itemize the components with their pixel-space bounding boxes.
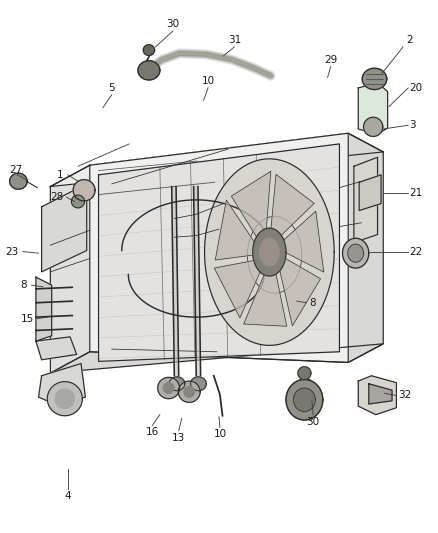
Polygon shape: [358, 83, 388, 134]
Polygon shape: [244, 270, 287, 326]
Text: 31: 31: [228, 35, 241, 45]
Polygon shape: [191, 377, 206, 391]
Polygon shape: [286, 379, 323, 420]
Text: 3: 3: [410, 120, 416, 130]
Text: 29: 29: [324, 55, 337, 65]
Text: 22: 22: [410, 247, 423, 256]
Polygon shape: [55, 389, 74, 408]
Polygon shape: [163, 383, 174, 393]
Text: 5: 5: [108, 83, 115, 93]
Polygon shape: [362, 68, 387, 90]
Polygon shape: [47, 382, 82, 416]
Text: 28: 28: [50, 192, 64, 202]
Polygon shape: [359, 175, 381, 211]
Text: 30: 30: [166, 19, 180, 29]
Polygon shape: [73, 180, 95, 201]
Polygon shape: [158, 377, 180, 399]
Text: 10: 10: [213, 429, 226, 439]
Text: 2: 2: [406, 35, 413, 45]
Text: 27: 27: [10, 165, 23, 175]
Polygon shape: [143, 45, 155, 55]
Polygon shape: [364, 117, 383, 136]
Polygon shape: [348, 244, 364, 262]
Polygon shape: [354, 157, 378, 243]
Polygon shape: [205, 159, 334, 345]
Polygon shape: [369, 384, 392, 404]
Polygon shape: [169, 377, 185, 391]
Text: 21: 21: [410, 188, 423, 198]
Text: 15: 15: [21, 314, 34, 324]
Polygon shape: [10, 173, 27, 189]
Polygon shape: [36, 277, 52, 341]
Polygon shape: [231, 171, 271, 239]
Polygon shape: [184, 386, 194, 397]
Text: 16: 16: [146, 427, 159, 438]
Text: 8: 8: [21, 280, 27, 290]
Text: 1: 1: [57, 170, 64, 180]
Polygon shape: [50, 133, 383, 187]
Polygon shape: [42, 184, 87, 272]
Text: 10: 10: [201, 76, 215, 86]
Text: 8: 8: [309, 298, 315, 308]
Polygon shape: [138, 61, 160, 80]
Polygon shape: [279, 257, 321, 326]
Text: 23: 23: [5, 247, 18, 256]
Text: 30: 30: [307, 417, 320, 427]
Polygon shape: [343, 238, 369, 268]
Text: 13: 13: [172, 433, 185, 443]
Polygon shape: [90, 133, 348, 362]
Polygon shape: [247, 216, 302, 293]
Polygon shape: [358, 376, 396, 415]
Polygon shape: [293, 388, 315, 411]
Polygon shape: [253, 228, 286, 276]
Polygon shape: [71, 195, 85, 208]
Polygon shape: [50, 344, 383, 373]
Polygon shape: [260, 238, 279, 266]
Polygon shape: [178, 381, 200, 402]
Polygon shape: [194, 187, 201, 376]
Text: 20: 20: [410, 83, 423, 93]
Polygon shape: [172, 187, 179, 376]
Polygon shape: [282, 211, 324, 272]
Polygon shape: [214, 260, 262, 318]
Polygon shape: [215, 200, 255, 260]
Polygon shape: [50, 165, 90, 373]
Polygon shape: [99, 144, 339, 361]
Polygon shape: [39, 364, 85, 405]
Polygon shape: [271, 174, 314, 238]
Polygon shape: [36, 337, 77, 360]
Text: 4: 4: [64, 491, 71, 502]
Polygon shape: [348, 133, 383, 362]
Polygon shape: [298, 367, 311, 379]
Text: 32: 32: [398, 391, 411, 400]
